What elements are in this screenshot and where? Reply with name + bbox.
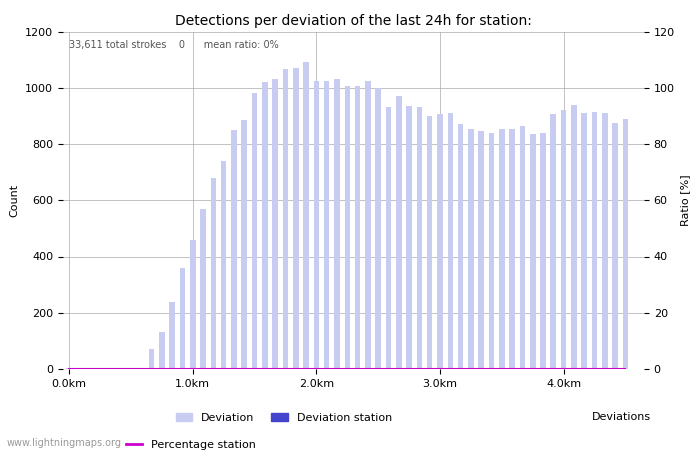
Legend: Percentage station: Percentage station (121, 436, 260, 450)
Bar (519, 126, 525, 369)
Bar (602, 113, 608, 369)
Bar (221, 161, 227, 369)
Bar (190, 239, 195, 369)
Bar (241, 120, 247, 369)
Bar (334, 79, 340, 369)
Bar (262, 82, 267, 369)
Bar (386, 108, 391, 369)
Bar (314, 81, 319, 369)
Bar (530, 134, 536, 369)
Bar (499, 129, 505, 369)
Bar (592, 112, 597, 369)
Text: 33,611 total strokes    0      mean ratio: 0%: 33,611 total strokes 0 mean ratio: 0% (69, 40, 279, 50)
Bar (231, 130, 237, 369)
Bar (200, 209, 206, 369)
Bar (375, 88, 381, 369)
Bar (293, 68, 299, 369)
Bar (427, 116, 433, 369)
Bar (489, 133, 494, 369)
Bar (324, 81, 330, 369)
Bar (159, 333, 164, 369)
Bar (623, 119, 628, 369)
Bar (561, 110, 566, 369)
Bar (169, 302, 175, 369)
Y-axis label: Count: Count (10, 184, 20, 217)
Bar (211, 178, 216, 369)
Bar (396, 96, 402, 369)
Bar (478, 131, 484, 369)
Y-axis label: Ratio [%]: Ratio [%] (680, 175, 690, 226)
Text: www.lightningmaps.org: www.lightningmaps.org (7, 438, 122, 448)
Bar (283, 69, 288, 369)
Bar (406, 106, 412, 369)
Bar (180, 268, 186, 369)
Text: Deviations: Deviations (592, 412, 651, 422)
Bar (355, 86, 360, 369)
Bar (612, 123, 618, 369)
Bar (582, 113, 587, 369)
Bar (510, 129, 515, 369)
Bar (550, 114, 556, 369)
Bar (148, 349, 154, 369)
Bar (416, 108, 422, 369)
Bar (438, 114, 443, 369)
Bar (447, 113, 453, 369)
Bar (272, 79, 278, 369)
Bar (66, 368, 72, 369)
Bar (458, 124, 463, 369)
Bar (303, 63, 309, 369)
Bar (365, 81, 370, 369)
Bar (468, 129, 474, 369)
Bar (344, 86, 350, 369)
Title: Detections per deviation of the last 24h for station:: Detections per deviation of the last 24h… (175, 14, 532, 27)
Bar (571, 105, 577, 369)
Bar (252, 94, 258, 369)
Bar (540, 133, 546, 369)
